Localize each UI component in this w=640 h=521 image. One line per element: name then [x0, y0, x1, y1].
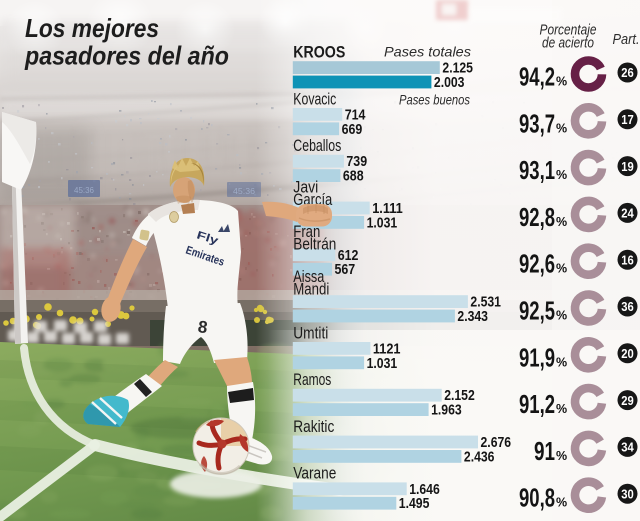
svg-text:%: %	[556, 168, 567, 182]
svg-text:36: 36	[621, 299, 634, 314]
svg-text:Los mejores: Los mejores	[25, 13, 159, 43]
svg-text:Pases buenos: Pases buenos	[399, 92, 470, 108]
svg-text:669: 669	[342, 121, 363, 138]
svg-text:2.531: 2.531	[470, 294, 501, 311]
svg-text:Beltrán: Beltrán	[293, 236, 336, 254]
svg-text:1121: 1121	[373, 340, 401, 357]
svg-text:34: 34	[621, 440, 634, 455]
svg-text:29: 29	[621, 393, 634, 408]
svg-text:%: %	[556, 355, 567, 369]
svg-text:1.031: 1.031	[367, 214, 398, 231]
svg-text:%: %	[556, 449, 567, 463]
svg-text:%: %	[556, 402, 567, 416]
svg-text:567: 567	[335, 261, 356, 278]
svg-text:90,8: 90,8	[519, 483, 555, 513]
svg-text:26: 26	[621, 65, 634, 80]
svg-text:%: %	[556, 262, 567, 276]
svg-text:Ceballos: Ceballos	[293, 137, 341, 155]
svg-text:91: 91	[534, 436, 555, 466]
svg-text:Pases totales: Pases totales	[384, 44, 471, 60]
svg-text:1.495: 1.495	[399, 495, 430, 512]
svg-text:91,9: 91,9	[519, 342, 555, 372]
svg-text:1.963: 1.963	[431, 402, 462, 419]
svg-text:1.031: 1.031	[367, 355, 398, 372]
svg-text:92,8: 92,8	[519, 202, 555, 232]
svg-text:de acierto: de acierto	[542, 36, 594, 52]
svg-text:92,5: 92,5	[519, 296, 555, 326]
svg-text:%: %	[556, 309, 567, 323]
svg-text:2.343: 2.343	[457, 308, 488, 325]
svg-text:20: 20	[621, 346, 634, 361]
svg-text:19: 19	[621, 159, 634, 174]
svg-text:92,6: 92,6	[519, 249, 555, 279]
svg-text:2.436: 2.436	[464, 448, 495, 465]
svg-text:%: %	[556, 496, 567, 510]
svg-text:688: 688	[343, 168, 364, 185]
svg-text:Mandi: Mandi	[293, 281, 329, 299]
svg-text:1.111: 1.111	[372, 200, 403, 217]
svg-text:714: 714	[345, 106, 366, 123]
svg-text:KROOS: KROOS	[293, 44, 345, 62]
svg-text:Varane: Varane	[293, 465, 336, 483]
svg-text:2.152: 2.152	[444, 387, 475, 404]
svg-text:2.003: 2.003	[434, 74, 465, 91]
svg-text:93,1: 93,1	[519, 155, 555, 185]
svg-text:Umtiti: Umtiti	[293, 324, 328, 342]
svg-text:17: 17	[621, 112, 634, 127]
svg-text:24: 24	[621, 206, 634, 221]
svg-text:Rakitic: Rakitic	[293, 418, 334, 436]
svg-text:Ramos: Ramos	[293, 371, 331, 389]
svg-text:Porcentaje: Porcentaje	[540, 23, 597, 39]
svg-text:Javi: Javi	[293, 178, 318, 196]
svg-text:2.125: 2.125	[442, 60, 473, 77]
svg-text:%: %	[556, 75, 567, 89]
svg-text:93,7: 93,7	[519, 108, 555, 138]
svg-text:Fran: Fran	[293, 223, 320, 241]
svg-text:91,2: 91,2	[519, 389, 555, 419]
svg-text:Kovacic: Kovacic	[293, 90, 336, 108]
svg-text:612: 612	[338, 247, 359, 264]
svg-text:pasadores del año: pasadores del año	[24, 41, 229, 71]
svg-text:94,2: 94,2	[519, 62, 555, 92]
svg-text:Part.: Part.	[613, 32, 640, 48]
svg-text:2.676: 2.676	[481, 434, 512, 451]
svg-text:Aissa: Aissa	[293, 268, 325, 286]
svg-text:16: 16	[621, 252, 634, 267]
svg-text:1.646: 1.646	[409, 481, 440, 498]
svg-text:739: 739	[346, 153, 367, 170]
svg-text:%: %	[556, 215, 567, 229]
svg-text:%: %	[556, 121, 567, 135]
svg-text:30: 30	[621, 486, 634, 501]
